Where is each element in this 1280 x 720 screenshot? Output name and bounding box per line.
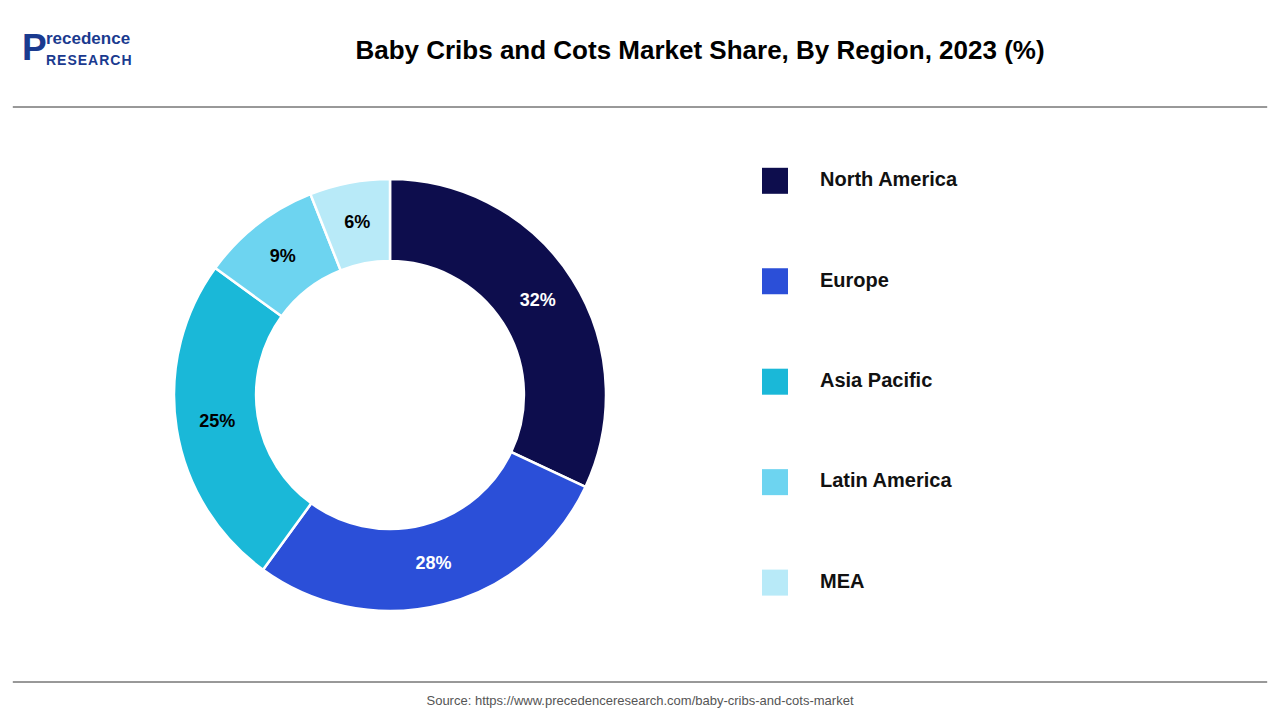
donut: 32% 28% 25% 9% 6% (174, 179, 606, 611)
chart-title: Baby Cribs and Cots Market Share, By Reg… (355, 35, 1044, 65)
legend-swatch (762, 369, 788, 395)
data-label: 9% (270, 246, 296, 266)
background (0, 0, 1280, 720)
legend-label: Asia Pacific (820, 369, 932, 391)
logo-subtext: RESEARCH (46, 52, 133, 68)
slices (174, 179, 606, 611)
divider (13, 107, 1267, 108)
chart-root: Precedence RESEARCH Baby Cribs and Cots Ma… (0, 0, 1280, 720)
legend-item: North America (762, 168, 958, 194)
data-label: 25% (199, 411, 235, 431)
legend-label: North America (820, 168, 958, 190)
legend-item: MEA (762, 570, 864, 596)
data-labels: 32% 28% 25% 9% 6% (199, 212, 556, 573)
divider (13, 682, 1267, 683)
legend-item: Asia Pacific (762, 369, 932, 395)
legend-swatch (762, 168, 788, 194)
legend-label: Latin America (820, 469, 952, 491)
legend-swatch (762, 268, 788, 294)
slice (263, 452, 585, 611)
logo-mark: P (22, 27, 47, 68)
data-label: 32% (520, 290, 556, 310)
data-label: 28% (415, 553, 451, 573)
data-label: 6% (344, 212, 370, 232)
legend-item: Latin America (762, 469, 952, 495)
legend-swatch (762, 469, 788, 495)
legend-item: Europe (762, 268, 889, 294)
header: Precedence RESEARCH Baby Cribs and Cots Ma… (22, 27, 1045, 68)
slice (174, 268, 311, 570)
legend-label: Europe (820, 269, 889, 291)
legend-swatch (762, 570, 788, 596)
logo-text: recedence (46, 29, 130, 48)
slice (310, 179, 390, 270)
legend: North America Europe Asia Pacific Latin Ame… (762, 168, 958, 596)
legend-label: MEA (820, 570, 864, 592)
slice (390, 179, 606, 487)
source-note: Source: https://www.precedenceresearch.c… (426, 693, 853, 708)
